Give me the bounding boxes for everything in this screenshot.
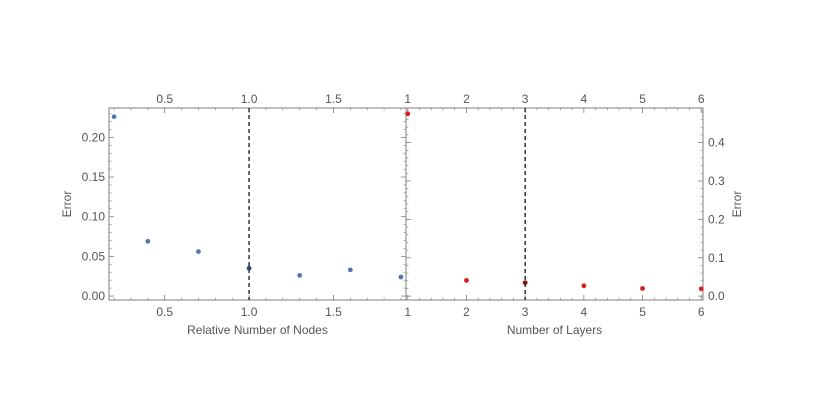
nodes-y-tick-label: 0.00 [82, 289, 106, 303]
layers-y-tick-label: 0.4 [708, 136, 725, 150]
nodes-x-tick-label-top: 1.5 [325, 92, 342, 106]
layers-data-point [698, 286, 704, 292]
layers-x-tick-label-top: 1 [404, 92, 411, 106]
layers-y-tick-label: 0.3 [708, 174, 725, 188]
nodes-data-point [246, 265, 252, 271]
layers-data-point [640, 286, 645, 291]
nodes-data-point [297, 273, 303, 278]
layers-data-point [405, 111, 411, 117]
nodes-x-tick-label: 1.5 [325, 305, 342, 319]
layers-data-point [522, 280, 528, 286]
layers-y-axis-title: Error [730, 191, 744, 218]
layers-y-tick-label: 0.2 [708, 212, 725, 226]
layers-data-point [581, 283, 587, 289]
layers-x-tick-label: 4 [581, 305, 588, 319]
nodes-data-point [347, 267, 353, 273]
layers-x-tick-label: 6 [698, 305, 705, 319]
nodes-error-panel: 0.5 0.5 1.0 1.0 1.5 1.5 0.00 0.05 0.10 0.15 0.20 Re… [60, 92, 407, 337]
nodes-data-point [196, 249, 201, 255]
nodes-y-axis-title: Error [60, 191, 74, 218]
nodes-x-tick-label: 1.0 [241, 305, 258, 319]
layers-x-tick-label-top: 3 [522, 92, 529, 106]
layers-x-tick-label: 3 [522, 305, 529, 319]
layers-x-axis-title: Number of Layers [507, 323, 602, 337]
nodes-y-tick-label: 0.20 [82, 130, 106, 144]
nodes-x-tick-label: 0.5 [156, 305, 173, 319]
nodes-y-tick-label: 0.15 [82, 170, 106, 184]
layers-plot-frame [405, 107, 704, 301]
layers-x-tick-label-top: 5 [639, 92, 646, 106]
layers-x-tick-label: 2 [463, 305, 470, 319]
layers-x-tick-label: 5 [639, 305, 646, 319]
layers-x-tick-label-top: 6 [698, 92, 705, 106]
layers-x-tick-label-top: 4 [581, 92, 588, 106]
layers-x-tick-label: 1 [404, 305, 411, 319]
nodes-plot-frame [108, 107, 407, 301]
nodes-x-tick-label-top: 1.0 [241, 92, 258, 106]
nodes-x-tick-label-top: 0.5 [156, 92, 173, 106]
nodes-data-point [145, 238, 151, 244]
nodes-data-point [111, 114, 117, 120]
nodes-y-tick-label: 0.10 [82, 210, 106, 224]
nodes-data-point [398, 274, 404, 280]
nodes-y-tick-label: 0.05 [82, 249, 106, 263]
layers-y-tick-label: 0.1 [708, 251, 725, 265]
layers-x-tick-label-top: 2 [463, 92, 470, 106]
layers-y-tick-label: 0.0 [708, 289, 725, 303]
layers-data-point [464, 278, 469, 283]
nodes-x-axis-title: Relative Number of Nodes [187, 323, 328, 337]
